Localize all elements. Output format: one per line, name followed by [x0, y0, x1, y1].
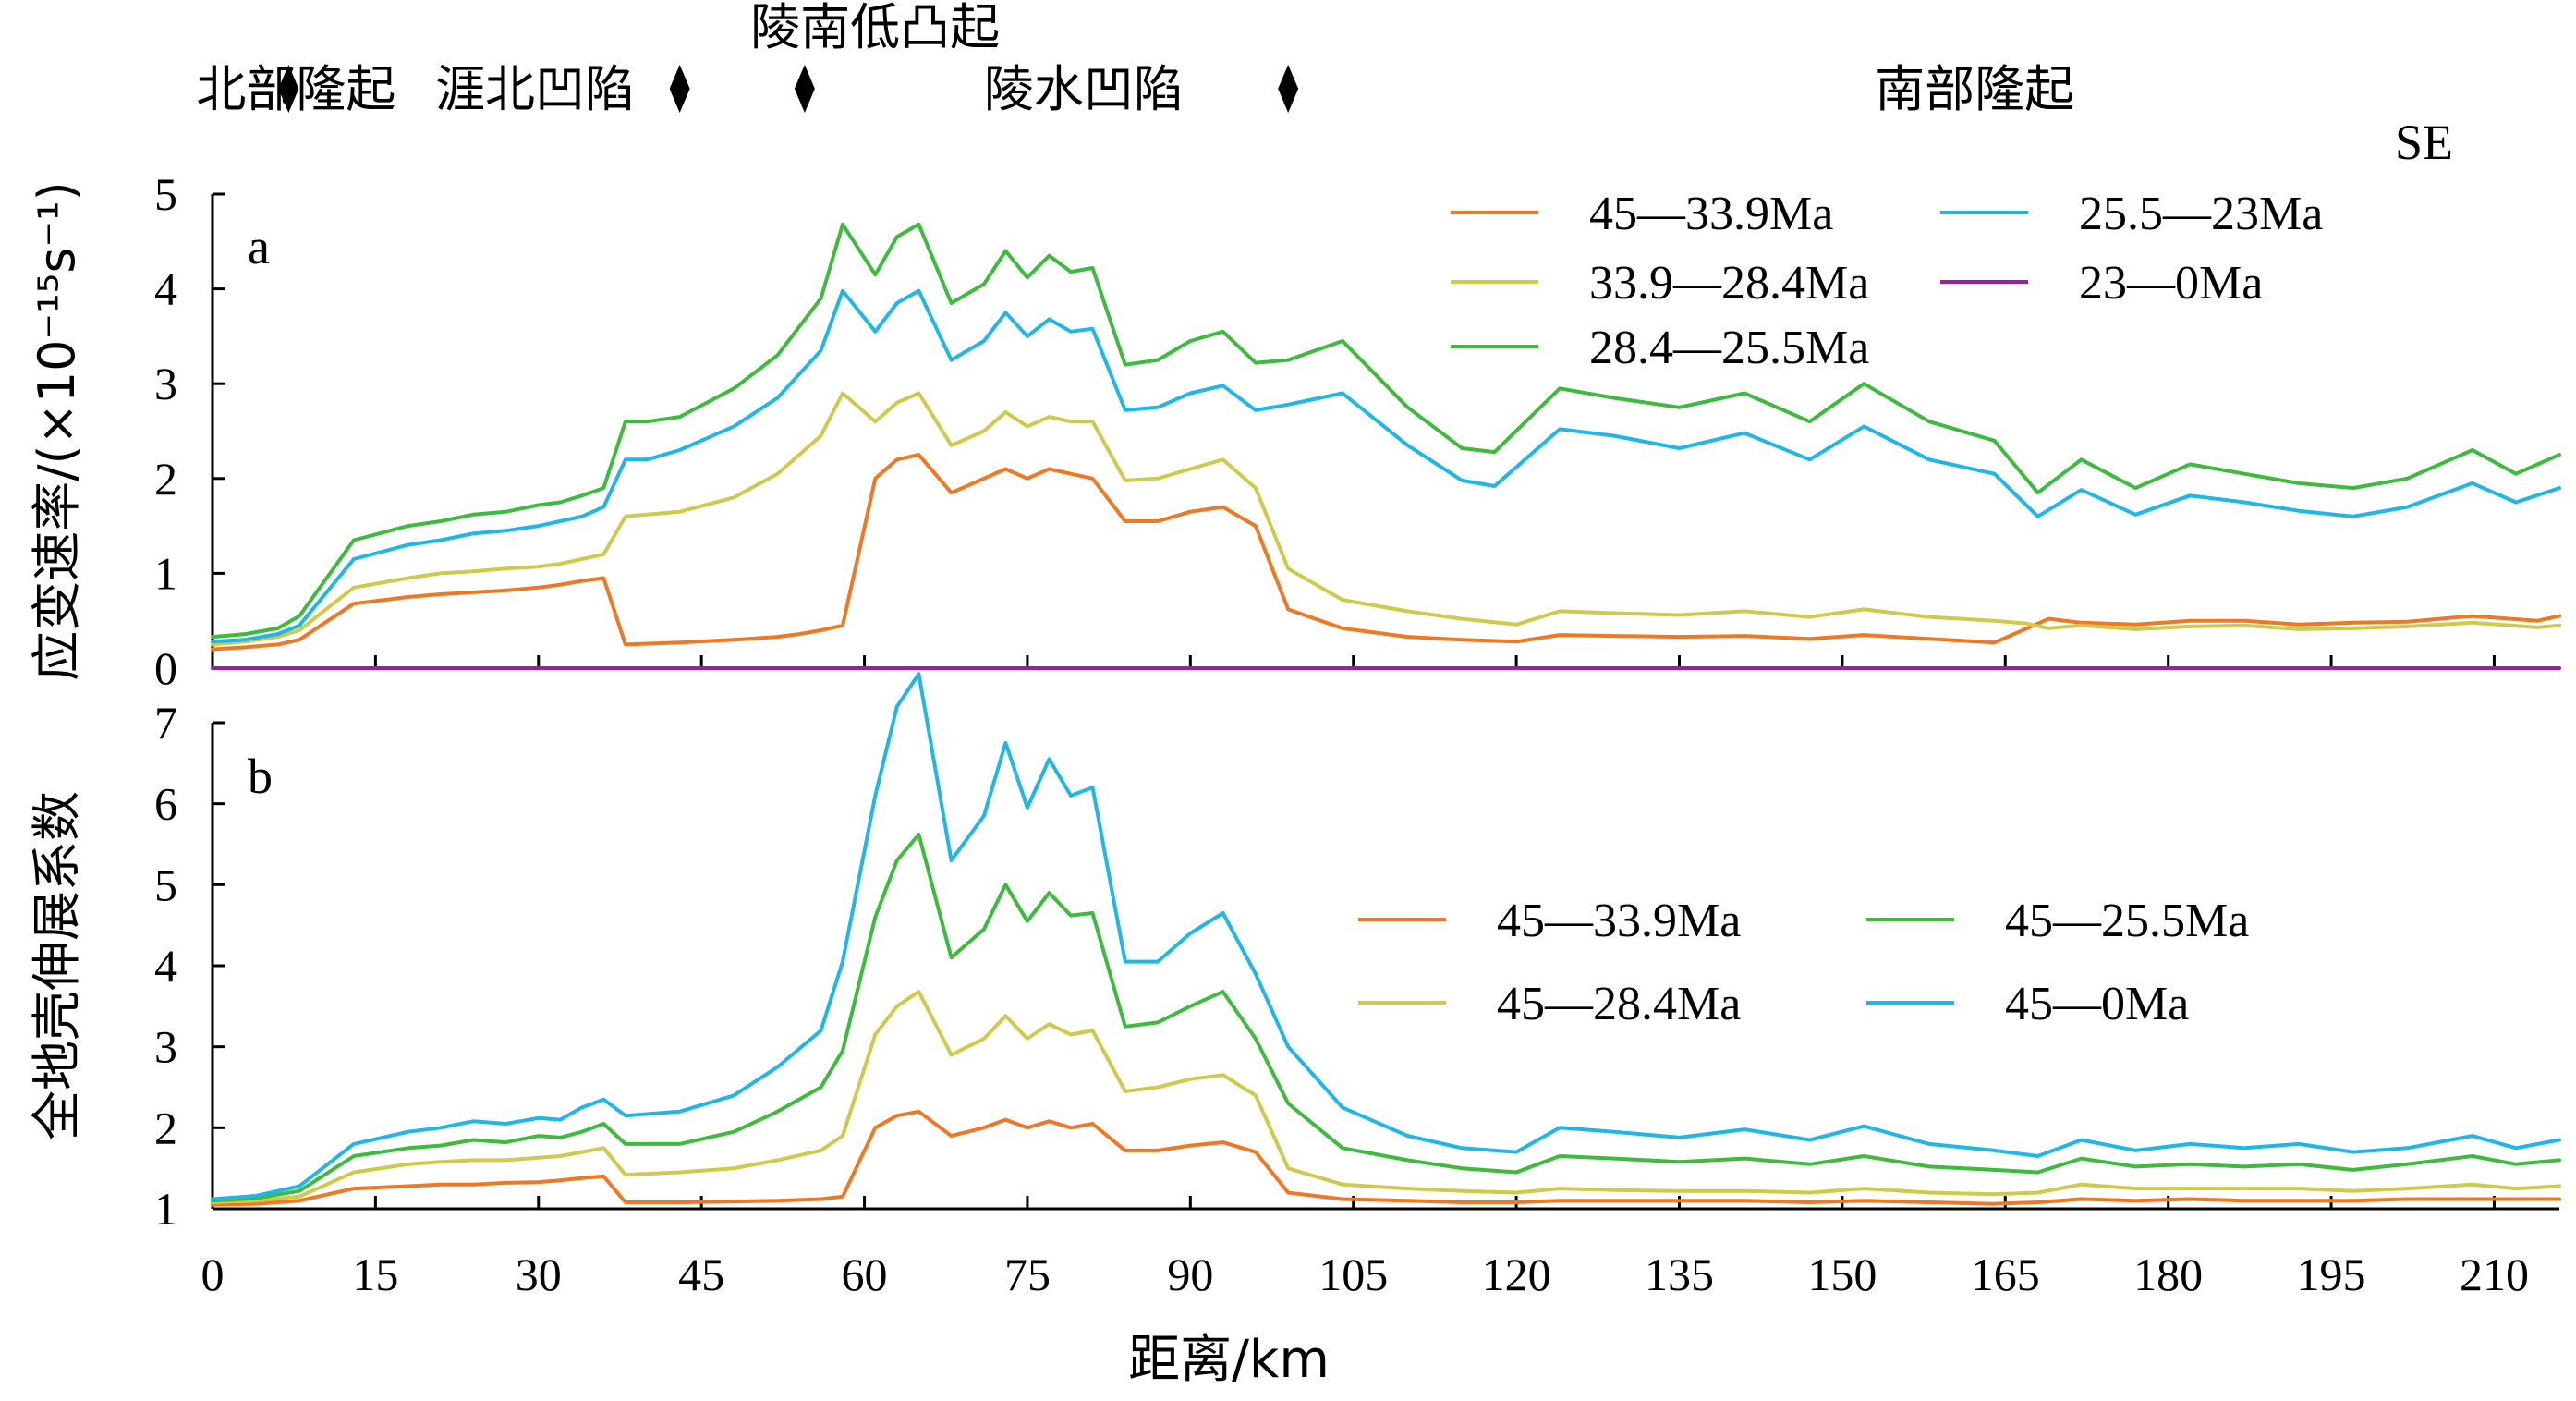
legend-label: 45—33.9Ma	[1497, 895, 1741, 947]
x-tick-label: 105	[1318, 1249, 1388, 1300]
legend-label: 45—33.9Ma	[1589, 188, 1833, 240]
legend-label: 45—25.5Ma	[2005, 895, 2249, 947]
x-tick-label: 60	[842, 1249, 888, 1300]
y-tick-label: 4	[154, 263, 177, 315]
series-line	[211, 672, 2561, 1201]
y-tick-label: 5	[154, 859, 177, 910]
y-tick-label: 1	[154, 1183, 177, 1235]
legend-label: 45—28.4Ma	[1497, 978, 1741, 1030]
y-axis-label: 全地壳伸展系数	[28, 791, 86, 1140]
series-line	[211, 833, 2561, 1203]
legend-label: 33.9—28.4Ma	[1589, 257, 1869, 310]
series-line	[211, 1109, 2561, 1207]
x-tick-label: 210	[2460, 1249, 2529, 1300]
y-tick-label: 7	[154, 697, 177, 749]
x-tick-label: 150	[1807, 1249, 1877, 1300]
x-tick-label: 45	[678, 1249, 724, 1300]
se-direction-label: SE	[2395, 115, 2453, 170]
y-tick-label: 1	[154, 547, 177, 599]
boundary-diamond-icon	[669, 65, 690, 113]
panel-b-extension-factor: 1 2 3 4 5 6 7 b 全地壳伸展系数 45—33.9Ma 45—25.5Ma 45—28.4…	[28, 672, 2561, 1235]
panel-label: b	[248, 749, 273, 804]
series-line	[211, 990, 2561, 1204]
x-tick-label: 195	[2297, 1249, 2366, 1300]
x-tick-label: 30	[516, 1249, 562, 1300]
y-tick-label: 5	[154, 168, 177, 220]
y-tick-label: 3	[154, 1021, 177, 1073]
x-tick-label: 75	[1004, 1249, 1051, 1300]
y-tick-label: 2	[154, 453, 177, 505]
x-tick-label: 135	[1645, 1249, 1714, 1300]
region-label: 陵南低凸起	[750, 0, 1000, 56]
y-tick-label: 6	[154, 778, 177, 830]
region-label: 陵水凹陷	[984, 60, 1184, 118]
y-tick-label: 0	[154, 642, 177, 694]
y-tick-label: 4	[154, 940, 177, 992]
x-tick-label: 90	[1167, 1249, 1213, 1300]
tectonic-units-header: 北部隆起涯北凹陷陵南低凸起陵水凹陷南部隆起	[196, 0, 2074, 118]
x-tick-label: 180	[2133, 1249, 2203, 1300]
region-label: 涯北凹陷	[435, 60, 635, 118]
legend-label: 23—0Ma	[2079, 257, 2263, 310]
legend-label: 25.5—23Ma	[2079, 188, 2323, 240]
series-line	[211, 222, 2561, 640]
x-tick-label: 15	[352, 1249, 398, 1300]
panel-label: a	[248, 219, 270, 274]
y-tick-label: 2	[154, 1102, 177, 1153]
series-line	[211, 391, 2561, 647]
x-tick-label: 165	[1971, 1249, 2040, 1300]
region-label: 南部隆起	[1875, 60, 2074, 118]
boundary-diamond-icon	[278, 65, 299, 113]
x-axis-label: 距离/km	[1128, 1330, 1330, 1390]
legend-label: 45—0Ma	[2005, 978, 2189, 1030]
x-tick-label: 0	[201, 1249, 225, 1300]
y-tick-label: 3	[154, 358, 177, 409]
x-tick-label: 120	[1482, 1249, 1551, 1300]
boundary-diamond-icon	[1278, 65, 1299, 113]
panel-a-strain-rate: 0 1 2 3 4 5 a 应变速率/(×10⁻¹⁵s⁻¹) 45—33.9Ma 25.5—23M…	[28, 168, 2561, 694]
y-axis-label: 应变速率/(×10⁻¹⁵s⁻¹)	[28, 181, 86, 680]
x-axis: 0 15 30 45 60 75 90 105 120 135 150 165 180 195 210	[201, 1249, 2529, 1300]
boundary-diamond-icon	[794, 65, 815, 113]
series-line	[211, 453, 2561, 652]
legend-label: 28.4—25.5Ma	[1589, 322, 1869, 374]
series-line	[211, 288, 2561, 644]
